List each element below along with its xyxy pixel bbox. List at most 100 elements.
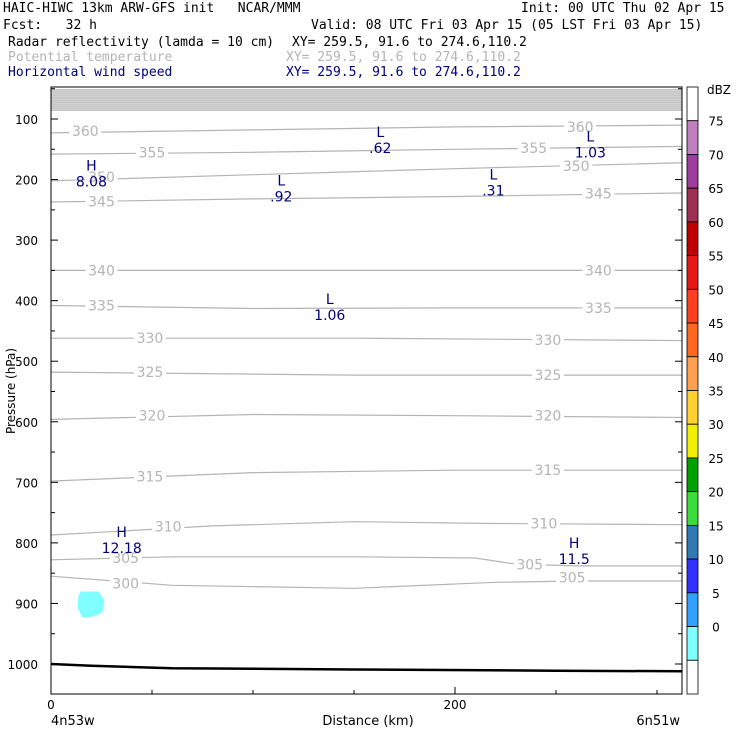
theta-label-bg [85,193,118,209]
theta-contour-300 [51,575,682,589]
wind-extremum-value: 12.18 [102,541,142,557]
plot-area: 300 305 305 305 310 310 315 315 320 320 325 325 330 3… [51,89,682,673]
x-tick-label: 200 [444,698,467,712]
theta-label: 335 [88,299,115,315]
x-axis-label: Distance (km) [322,714,413,729]
colorbar-swatch [686,221,699,257]
x-tick-label: 0 [47,698,55,712]
theta-label: 355 [520,141,547,157]
colorbar-level-label: 20 [708,486,723,500]
wind-extremum-marker: L [376,125,384,141]
header-fcst: Fcst: 32 h [3,18,97,33]
colorbar-level-label: 35 [708,385,723,399]
theta-label-bg [136,407,168,423]
colorbar-swatch [686,390,699,425]
y-tick-label: 1000 [7,658,38,672]
y-tick-label: 400 [15,295,38,309]
colorbar-level-label: 5 [712,587,720,601]
x-endpoint-right: 6n51w [636,714,680,729]
colorbar-swatch [686,255,699,290]
theta-label-bg [531,367,564,383]
theta-label: 330 [137,331,164,347]
theta-contour-335 [51,304,682,310]
wind-extremum-value: 8.08 [76,175,107,191]
theta-label: 360 [567,120,594,136]
colorbar-level-label: 10 [708,553,723,567]
theta-label-bg [531,462,564,478]
plot-frame [50,86,683,695]
wind-extremum-marker: H [569,536,580,552]
theta-label-bg [582,185,615,201]
header-init: Init: 00 UTC Thu 02 Apr 15 [521,1,725,16]
theta-label-bg [69,123,102,139]
theta-label-bg [133,330,166,346]
theta-label: 320 [139,409,166,425]
theta-label-bg [85,297,118,313]
colorbar-swatch [686,86,699,122]
theta-label-bg [531,407,564,423]
wind-extremum-marker: L [326,292,334,308]
colorbar-level-label: 30 [708,418,723,432]
wind-extremum-marker: H [116,525,127,541]
theta-label-bg [582,262,615,278]
colorbar-level-label: 45 [708,317,723,331]
theta-label-bg [560,158,593,174]
theta-label: 315 [535,463,562,479]
colorbar-swatch [686,154,699,189]
theta-label: 320 [535,409,562,425]
theta-label-bg [152,518,185,534]
colorbar-swatch [686,659,699,695]
theta-label-bg [133,364,166,380]
field-name-wind: Horizontal wind speed [8,65,173,80]
reflectivity-cell [77,591,105,618]
colorbar-level-label: 75 [708,115,723,129]
theta-label-bg [527,515,560,531]
theta-label: 350 [88,170,115,186]
theta-label: 345 [88,194,115,210]
header-title: HAIC-HIWC 13km ARW-GFS init NCAR/MMM [3,1,301,16]
field-name-reflectivity: Radar reflectivity (lamda = 10 cm) [8,35,275,50]
theta-label-bg [531,332,564,348]
theta-label: 345 [585,186,612,202]
colorbar-level-label: 60 [708,216,723,230]
theta-label-bg [513,556,546,572]
theta-label: 325 [137,365,164,381]
y-tick-label: 700 [15,476,38,490]
colorbar-level-label: 25 [708,452,723,466]
theta-label-bg [109,550,142,566]
theta-label: 310 [155,520,182,536]
theta-label-bg [133,468,166,484]
y-tick-label: 800 [15,537,38,551]
wind-extremum-value: .62 [369,141,391,157]
theta-label: 305 [516,558,543,574]
colorbar-swatch [686,558,699,594]
colorbar-level-label: 50 [708,283,723,297]
wind-extremum-marker: H [86,159,97,175]
colorbar-level-label: 0 [712,621,720,635]
theta-label-bg [85,169,118,185]
field-xy-theta: XY= 259.5, 91.6 to 274.6,110.2 [286,50,521,65]
wind-extremum-value: 1.03 [575,145,606,161]
colorbar-swatch [686,457,699,493]
x-endpoint-left: 4n53w [51,714,95,729]
theta-label-bg [109,575,142,591]
colorbar-level-label: 55 [708,250,723,264]
theta-label: 350 [563,159,590,175]
y-tick-label: 300 [15,234,38,248]
wind-extremum-value: 11.5 [559,552,590,568]
theta-label: 340 [88,263,115,279]
colorbar-level-label: 40 [708,351,723,365]
theta-label-bg [582,299,615,315]
terrain-line [51,662,682,673]
theta-label-bg [556,569,589,585]
colorbar-swatch [686,592,699,627]
field-xy-wind: XY= 259.5, 91.6 to 274.6,110.2 [286,65,521,80]
theta-label-bg [136,144,168,160]
y-tick-label: 500 [15,355,38,369]
colorbar-swatch [686,288,699,324]
colorbar-level-label: 70 [708,148,723,162]
wind-extremum-value: 1.06 [314,308,345,324]
y-tick-label: 900 [15,597,38,611]
wind-extremum-value: .92 [270,190,292,206]
theta-label: 310 [531,517,558,533]
